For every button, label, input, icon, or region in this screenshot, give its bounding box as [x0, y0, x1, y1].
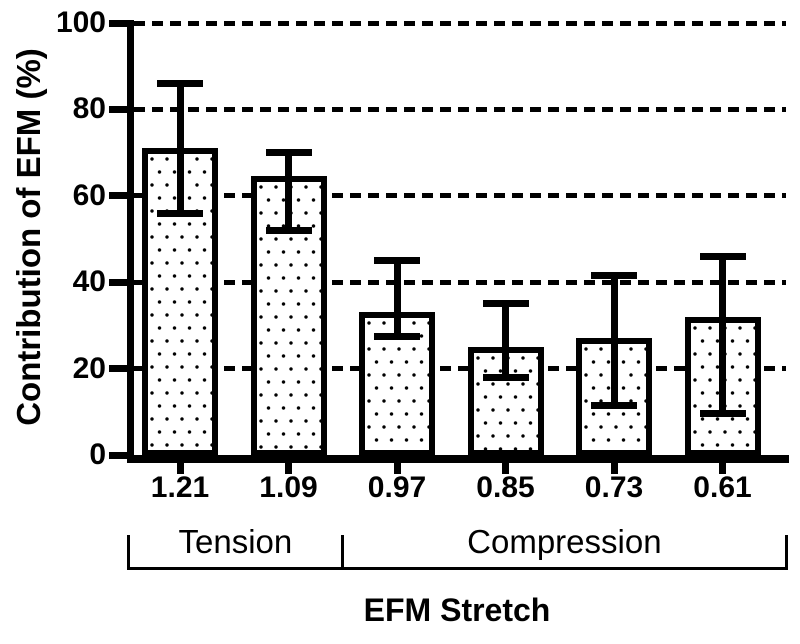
x-axis-tick	[393, 463, 401, 474]
error-bar-cap-top	[157, 79, 203, 87]
gridline-100	[134, 20, 786, 26]
y-axis-tick	[109, 19, 127, 27]
error-bar-line	[719, 256, 726, 414]
gridline-80	[134, 106, 786, 112]
y-tick-label: 100	[55, 6, 106, 39]
group-bracket-line	[128, 567, 786, 570]
error-bar-line	[176, 83, 184, 214]
error-bar-cap-bottom	[699, 410, 746, 418]
group-bracket-tick	[126, 535, 130, 570]
y-axis-line	[127, 20, 134, 463]
y-axis-tick	[109, 278, 127, 286]
x-tick-label: 0.61	[693, 471, 752, 504]
y-axis-tick	[109, 365, 127, 373]
x-tick-label: 0.73	[584, 471, 644, 504]
y-tick-label: 20	[72, 351, 106, 385]
error-bar-cap-top	[374, 257, 420, 265]
error-bar-line	[502, 303, 509, 378]
error-bar-cap-bottom	[374, 332, 420, 340]
y-tick-label: 0	[89, 438, 106, 471]
x-axis-tick	[502, 463, 509, 474]
error-bar-cap-top	[591, 272, 637, 280]
bar-0.73	[576, 338, 652, 456]
x-tick-label: 0.85	[476, 471, 535, 504]
bar-0.97	[359, 312, 435, 456]
error-bar-cap-top	[699, 252, 746, 260]
x-axis-tick	[719, 463, 726, 474]
error-bar-line	[610, 275, 618, 406]
group-bracket-tick	[341, 535, 345, 570]
error-bar-cap-top	[265, 149, 312, 157]
y-axis-tick	[109, 105, 127, 113]
error-bar-cap-bottom	[591, 401, 637, 409]
group-label-compression: Compression	[467, 523, 662, 560]
x-tick-label: 1.21	[150, 471, 210, 504]
x-tick-label: 0.97	[367, 471, 427, 504]
x-axis-line	[127, 455, 789, 463]
gridline-60	[134, 193, 786, 199]
x-axis-tick	[285, 463, 292, 474]
y-tick-label: 80	[72, 92, 106, 126]
group-label-tension: Tension	[178, 523, 293, 560]
error-bar-cap-bottom	[265, 226, 312, 234]
error-bar-line	[393, 260, 401, 337]
gridline-40	[134, 279, 786, 285]
group-bracket-tick	[784, 535, 788, 570]
y-axis-tick	[109, 192, 127, 200]
y-tick-label: 60	[72, 178, 106, 212]
x-axis-tick	[176, 463, 184, 474]
error-bar-cap-top	[482, 300, 529, 308]
x-tick-label: 1.09	[259, 471, 318, 504]
error-bar-cap-bottom	[157, 209, 203, 217]
x-axis-tick	[610, 463, 618, 474]
error-bar-cap-bottom	[482, 373, 529, 381]
y-tick-label: 40	[72, 265, 106, 299]
gridline-20	[134, 366, 786, 372]
x-axis-title: EFM Stretch	[363, 592, 551, 628]
error-bar-line	[285, 152, 292, 231]
y-axis-tick	[109, 451, 127, 459]
